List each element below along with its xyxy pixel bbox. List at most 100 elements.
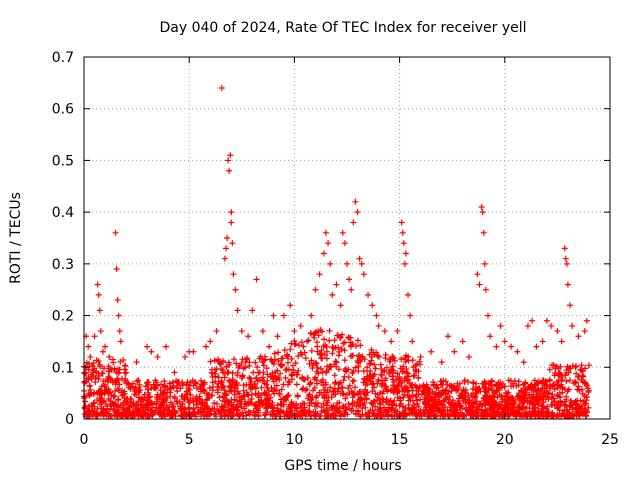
data-point bbox=[97, 328, 104, 335]
data-point bbox=[520, 359, 527, 366]
data-point bbox=[399, 229, 406, 236]
data-point bbox=[280, 312, 287, 319]
data-point bbox=[341, 240, 348, 247]
data-point bbox=[266, 343, 273, 350]
data-point bbox=[221, 255, 228, 262]
data-point bbox=[245, 333, 252, 340]
data-point bbox=[225, 157, 232, 164]
data-point bbox=[190, 348, 197, 355]
data-point bbox=[207, 338, 214, 345]
data-point bbox=[501, 338, 508, 345]
data-point bbox=[116, 328, 123, 335]
data-point bbox=[401, 260, 408, 267]
data-point bbox=[444, 333, 451, 340]
data-point bbox=[539, 338, 546, 345]
data-point bbox=[325, 240, 332, 247]
data-point bbox=[481, 260, 488, 267]
data-point bbox=[95, 291, 102, 298]
data-point bbox=[148, 348, 155, 355]
data-point bbox=[451, 348, 458, 355]
data-point bbox=[487, 333, 494, 340]
data-point bbox=[226, 167, 233, 174]
y-tick-label: 0.4 bbox=[52, 205, 74, 221]
data-point bbox=[407, 312, 414, 319]
data-point bbox=[117, 338, 124, 345]
data-point bbox=[476, 281, 483, 288]
data-point bbox=[388, 338, 395, 345]
data-point bbox=[333, 281, 340, 288]
x-tick-label: 0 bbox=[80, 432, 89, 448]
data-point bbox=[474, 271, 481, 278]
data-point bbox=[569, 322, 576, 329]
data-point bbox=[409, 338, 416, 345]
y-tick-labels: 0 0.1 0.2 0.3 0.4 0.5 0.6 0.7 bbox=[52, 50, 74, 428]
y-tick-label: 0 bbox=[65, 412, 74, 428]
y-tick-label: 0.7 bbox=[52, 50, 74, 66]
data-point bbox=[558, 338, 565, 345]
x-tick-labels: 0 5 10 15 20 25 bbox=[80, 432, 619, 448]
data-point bbox=[123, 369, 130, 376]
data-point bbox=[394, 328, 401, 335]
y-tick-label: 0.6 bbox=[52, 102, 74, 118]
data-point bbox=[228, 209, 235, 216]
data-point bbox=[350, 219, 357, 226]
data-point bbox=[232, 286, 239, 293]
gridlines bbox=[84, 57, 610, 419]
data-point bbox=[259, 328, 266, 335]
data-point bbox=[230, 271, 237, 278]
plot-frame bbox=[83, 56, 611, 420]
x-tick-label: 10 bbox=[285, 432, 303, 448]
data-point bbox=[203, 343, 210, 350]
data-point bbox=[99, 348, 106, 355]
axis-ticks bbox=[83, 56, 611, 420]
x-tick-label: 25 bbox=[601, 432, 619, 448]
data-point bbox=[478, 203, 485, 210]
data-point bbox=[352, 198, 359, 205]
data-point bbox=[329, 291, 336, 298]
data-point bbox=[581, 328, 588, 335]
data-point bbox=[91, 333, 98, 340]
data-point bbox=[312, 286, 319, 293]
data-point bbox=[563, 260, 570, 267]
y-axis-label: ROTI / TECUs bbox=[8, 192, 24, 284]
data-point bbox=[564, 281, 571, 288]
data-point bbox=[543, 317, 550, 324]
data-point bbox=[337, 302, 344, 309]
data-point bbox=[144, 343, 151, 350]
data-series-roti bbox=[81, 85, 592, 420]
data-point bbox=[508, 343, 515, 350]
data-point bbox=[253, 276, 260, 283]
data-point bbox=[479, 209, 486, 216]
data-point bbox=[163, 343, 170, 350]
data-point bbox=[322, 229, 329, 236]
data-point bbox=[115, 312, 122, 319]
data-point bbox=[320, 250, 327, 257]
data-point bbox=[482, 286, 489, 293]
data-point bbox=[514, 348, 521, 355]
y-tick-label: 0.3 bbox=[52, 257, 74, 273]
data-point bbox=[327, 260, 334, 267]
data-point bbox=[227, 152, 234, 159]
data-point bbox=[373, 312, 380, 319]
data-point bbox=[287, 302, 294, 309]
data-point bbox=[346, 276, 353, 283]
data-point bbox=[297, 322, 304, 329]
data-point bbox=[360, 271, 367, 278]
data-point bbox=[348, 286, 355, 293]
x-tick-label: 15 bbox=[391, 432, 409, 448]
data-point bbox=[398, 219, 405, 226]
data-point bbox=[308, 312, 315, 319]
data-point bbox=[497, 322, 504, 329]
data-point bbox=[529, 317, 536, 324]
data-point bbox=[181, 353, 188, 360]
data-point bbox=[438, 359, 445, 366]
data-point bbox=[567, 302, 574, 309]
data-point bbox=[87, 353, 94, 360]
data-point bbox=[524, 322, 531, 329]
y-tick-label: 0.2 bbox=[52, 309, 74, 325]
data-point bbox=[114, 297, 121, 304]
data-point bbox=[339, 229, 346, 236]
data-point bbox=[533, 343, 540, 350]
data-point bbox=[224, 235, 231, 241]
